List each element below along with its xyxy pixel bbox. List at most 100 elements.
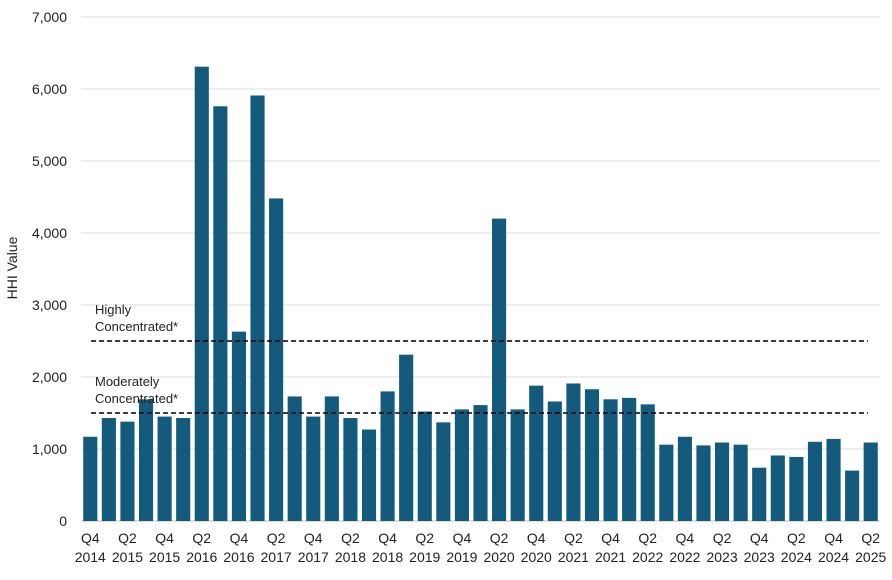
bar xyxy=(287,396,302,521)
bar xyxy=(83,436,98,521)
y-tick-label: 2,000 xyxy=(32,369,67,385)
bar xyxy=(733,444,748,521)
x-tick-label-quarter: Q2 xyxy=(341,530,360,546)
bar xyxy=(194,66,209,522)
bar xyxy=(752,467,767,521)
bar xyxy=(566,383,581,521)
reference-lines: Highly Concentrated* Moderately Concentrate… xyxy=(91,302,868,414)
bar xyxy=(361,429,377,521)
y-tick-label: 1,000 xyxy=(32,441,67,457)
x-tick-label-quarter: Q4 xyxy=(453,530,472,546)
bar xyxy=(492,218,507,521)
bar xyxy=(622,397,637,521)
x-tick-label-year: 2025 xyxy=(855,549,886,565)
x-tick-label-year: 2024 xyxy=(818,549,849,565)
x-tick-label-quarter: Q4 xyxy=(155,530,174,546)
x-tick-label-year: 2023 xyxy=(706,549,737,565)
x-tick-label-quarter: Q4 xyxy=(378,530,397,546)
x-tick-label-quarter: Q2 xyxy=(267,530,286,546)
x-tick-label-quarter: Q2 xyxy=(861,530,880,546)
bar xyxy=(677,436,692,521)
x-tick-label-year: 2016 xyxy=(186,549,217,565)
bars xyxy=(83,66,878,522)
bar xyxy=(845,470,860,521)
bar xyxy=(101,418,116,521)
x-tick-label-quarter: Q2 xyxy=(638,530,657,546)
x-tick-label-year: 2023 xyxy=(744,549,775,565)
x-tick-label-year: 2020 xyxy=(484,549,515,565)
x-tick-label-quarter: Q4 xyxy=(230,530,249,546)
x-tick-label-year: 2015 xyxy=(149,549,180,565)
bar xyxy=(231,331,247,521)
bar xyxy=(436,422,451,521)
x-tick-label-year: 2019 xyxy=(409,549,440,565)
bar xyxy=(454,409,469,521)
x-tick-label-year: 2020 xyxy=(521,549,552,565)
bar xyxy=(157,416,172,521)
x-tick-label-year: 2022 xyxy=(669,549,700,565)
reference-line-label: Concentrated* xyxy=(95,319,178,334)
bar xyxy=(138,399,154,521)
bar xyxy=(714,442,730,521)
bar xyxy=(306,416,321,521)
bar xyxy=(770,455,785,521)
x-tick-label-quarter: Q4 xyxy=(527,530,546,546)
x-tick-label-year: 2019 xyxy=(446,549,477,565)
x-tick-label-year: 2024 xyxy=(781,549,812,565)
bar xyxy=(213,106,228,521)
y-tick-label: 6,000 xyxy=(32,81,67,97)
x-tick-label-quarter: Q4 xyxy=(81,530,100,546)
bar xyxy=(510,409,525,521)
x-tick-label-quarter: Q2 xyxy=(713,530,732,546)
x-tick-label-quarter: Q2 xyxy=(415,530,434,546)
x-tick-label-quarter: Q4 xyxy=(824,530,843,546)
reference-line-label: Concentrated* xyxy=(95,391,178,406)
bar xyxy=(473,405,488,521)
y-tick-labels: 0 1,000 2,000 3,000 4,000 5,000 6,000 7,000 xyxy=(32,9,67,529)
bar xyxy=(547,401,562,521)
bar xyxy=(380,391,395,521)
x-tick-label-year: 2017 xyxy=(261,549,292,565)
x-tick-label-year: 2014 xyxy=(75,549,106,565)
y-tick-label: 7,000 xyxy=(32,9,67,25)
x-tick-label-quarter: Q2 xyxy=(192,530,211,546)
x-tick-label-year: 2021 xyxy=(595,549,626,565)
y-tick-label: 0 xyxy=(59,513,67,529)
bar xyxy=(603,399,618,521)
x-tick-label-year: 2018 xyxy=(372,549,403,565)
x-tick-label-year: 2021 xyxy=(558,549,589,565)
bar xyxy=(826,438,841,521)
x-tick-label-year: 2015 xyxy=(112,549,143,565)
bar xyxy=(640,404,655,521)
bar xyxy=(250,95,265,521)
x-tick-label-quarter: Q2 xyxy=(564,530,583,546)
x-tick-label-year: 2018 xyxy=(335,549,366,565)
x-tick-label-year: 2022 xyxy=(632,549,663,565)
bar xyxy=(324,396,339,521)
bar xyxy=(120,421,135,521)
x-tick-label-quarter: Q4 xyxy=(601,530,620,546)
bar xyxy=(176,418,191,521)
bar xyxy=(399,354,414,521)
bar xyxy=(696,445,711,521)
reference-line-label: Moderately xyxy=(95,374,160,389)
y-tick-label: 5,000 xyxy=(32,153,67,169)
bar xyxy=(417,411,432,521)
bar xyxy=(659,444,674,521)
x-tick-label-quarter: Q4 xyxy=(304,530,323,546)
bar xyxy=(789,456,804,521)
reference-line-label: Highly xyxy=(95,302,132,317)
y-tick-label: 4,000 xyxy=(32,225,67,241)
bar xyxy=(863,442,878,521)
x-tick-label-year: 2016 xyxy=(223,549,254,565)
y-tick-label: 3,000 xyxy=(32,297,67,313)
y-axis-title: HHI Value xyxy=(4,236,20,299)
x-tick-label-quarter: Q2 xyxy=(490,530,509,546)
x-tick-label-quarter: Q4 xyxy=(676,530,695,546)
bar xyxy=(343,418,358,521)
x-tick-label-quarter: Q2 xyxy=(787,530,806,546)
bar xyxy=(529,385,544,521)
x-tick-labels: Q4 2014 Q2 2015 Q4 2015 Q2 2016 Q4 2016 Q2 2017 Q4 20… xyxy=(75,530,887,565)
